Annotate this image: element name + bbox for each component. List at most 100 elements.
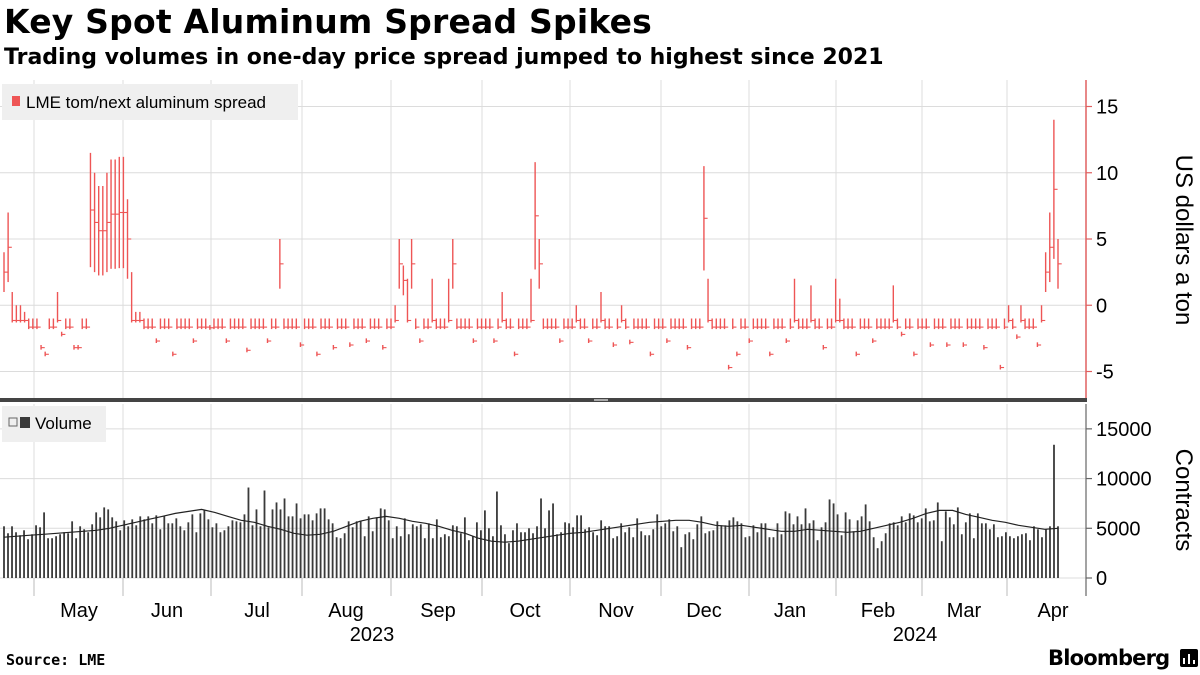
volume-bar [51,538,53,578]
volume-bar [896,525,899,578]
volume-bar [944,511,947,578]
volume-bar [139,516,142,578]
volume-bar [355,521,358,578]
volume-bar [267,527,270,578]
volume-bar [592,532,595,578]
volume-bar [71,521,74,578]
volume-bar [287,516,290,578]
volume-bar [484,510,486,578]
volume-bar [391,538,394,578]
volume-bar [19,535,21,578]
volume-bar [972,538,975,578]
volume-bar [419,524,422,578]
volume-bar [159,529,162,578]
volume-bar [704,533,707,578]
volume-bar [275,502,278,578]
volume-bar [1025,533,1027,578]
volume-bar [748,536,751,578]
volume-bar [1049,526,1051,578]
volume-bar [916,522,919,578]
legends: LME tom/next aluminum spread Volume [2,84,298,442]
volume-bar [624,532,627,578]
volume-bar [467,540,470,578]
volume-bar [632,537,635,578]
volume-bar [584,529,587,578]
volume-y-tick-label: 0 [1096,568,1107,590]
volume-bar [151,523,154,578]
volume-bar [175,518,178,578]
volume-bar [375,517,378,578]
x-axis-month-label: Sep [420,600,456,622]
volume-bar [844,512,847,578]
volume-bar [520,532,522,578]
volume-bar [852,531,855,578]
volume-bar [1000,536,1003,578]
volume-bar [3,526,5,578]
volume-bar [964,522,967,578]
volume-bar [816,540,819,578]
volume-bar [552,503,554,578]
volume-bar [568,523,570,578]
volume-bar [848,519,851,578]
volume-bar [716,521,719,578]
volume-bar [508,543,510,578]
chart-subtitle: Trading volumes in one-day price spread … [4,45,884,70]
volume-bar [968,513,971,578]
axes: -5 0 5 10 15 0 5000 10000 15000 US dollars a ton C… [0,80,1197,646]
volume-bar [211,527,214,578]
x-axis-year-label: 2024 [893,624,938,646]
volume-bar [656,514,659,578]
x-axis-month-label: Jun [151,600,183,622]
volume-bar [371,531,374,578]
source-note: Source: LME [6,651,106,669]
volume-bar [536,526,538,578]
spread-series [3,119,1062,370]
volume-bar [263,490,266,578]
volume-bar [315,513,318,578]
volume-bar [880,541,883,578]
volume-bar [740,523,743,578]
x-axis-month-label: Feb [861,600,895,622]
volume-bar [888,523,891,578]
volume-bar [904,522,907,578]
volume-bar [1045,529,1047,578]
volume-bar [956,507,959,578]
volume-bar [640,531,643,578]
volume-bar [528,528,530,578]
volume-bar [500,525,502,578]
volume-bar [780,534,783,578]
volume-bar [115,521,118,578]
volume-bar [932,520,935,578]
volume-bar [471,536,474,578]
x-axis-month-label: Jan [774,600,806,622]
volume-bar [684,534,687,578]
volume-bar [784,511,787,578]
x-axis-month-label: Jul [244,600,270,622]
volume-bar [712,530,715,578]
volume-bar [952,524,955,578]
volume-bar [668,519,671,578]
volume-bar [455,526,458,578]
volume-bar [936,502,939,578]
volume-bar [824,522,827,578]
grid [0,80,1086,579]
volume-bar [720,525,723,578]
volume-bar [415,526,418,578]
volume-bar [235,521,238,578]
volume-bar [11,526,13,578]
volume-bar [604,526,607,578]
volume-bar [27,539,29,578]
volume-bar [940,541,943,578]
volume-bar [395,526,398,578]
volume-bar [832,503,835,578]
volume-bar [696,524,699,578]
volume-bar [808,523,811,578]
volume-bar [1017,536,1019,578]
volume-bar [223,530,226,578]
volume-bar [804,508,807,578]
volume-bar [39,527,41,578]
bloomberg-terminal-icon [1180,649,1198,667]
volume-bar [75,538,78,578]
volume-y-axis-label: Contracts [1170,449,1197,552]
volume-bar [427,523,430,578]
